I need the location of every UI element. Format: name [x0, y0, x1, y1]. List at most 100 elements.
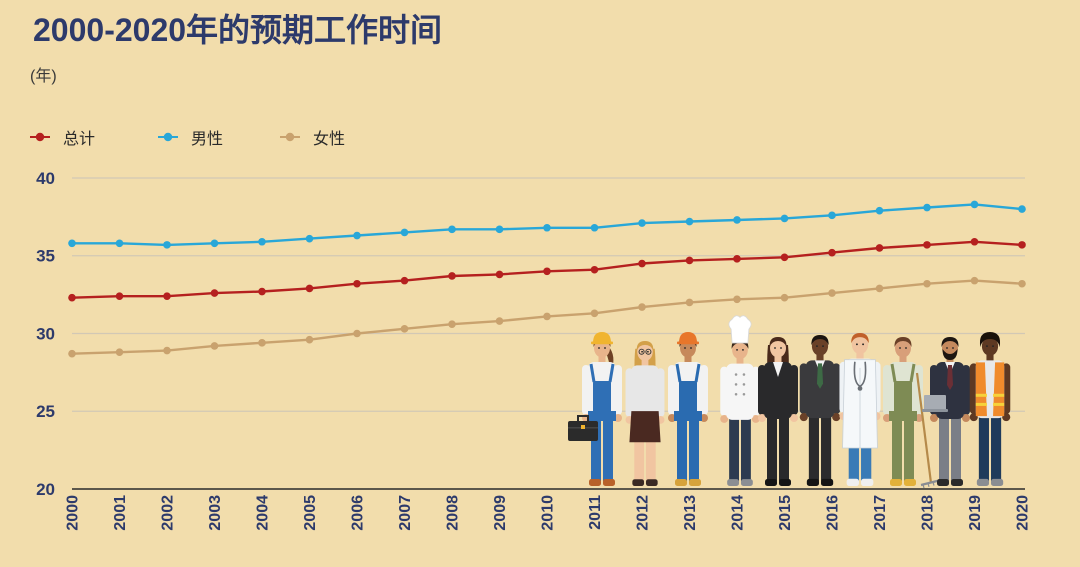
toolbox-icon [568, 415, 598, 441]
worker-figure-businessman [799, 335, 841, 486]
data-point-male [210, 239, 219, 248]
data-point-male [68, 239, 76, 248]
data-point-female [543, 312, 551, 321]
hard-hat-icon [593, 332, 611, 343]
data-point-female [780, 293, 789, 302]
x-tick-label: 2000 [65, 495, 82, 531]
data-point-total [210, 289, 219, 297]
legend-item-total: 总计 [29, 126, 95, 148]
chart-title: 2000-2020年的预期工作时间 [33, 12, 443, 48]
data-point-total [353, 279, 361, 288]
data-point-total [543, 267, 551, 276]
data-point-female [638, 303, 646, 311]
laptop-icon [922, 395, 948, 412]
y-tick-label: 25 [36, 402, 55, 421]
x-tick-label: 2002 [160, 495, 177, 531]
x-tick-label: 2001 [112, 495, 129, 531]
chef-hat-icon [728, 315, 752, 344]
data-point-male [780, 214, 789, 223]
data-point-female [210, 342, 219, 350]
data-point-total [448, 272, 456, 280]
legend-item-female: 女性 [279, 126, 345, 148]
x-tick-label: 2015 [777, 495, 794, 531]
data-point-female [590, 309, 599, 318]
x-tick-label: 2006 [350, 495, 367, 531]
data-point-female [163, 346, 171, 355]
data-point-total [115, 292, 124, 300]
data-point-female [875, 284, 884, 293]
x-tick-label: 2005 [302, 495, 319, 531]
data-point-total [1018, 241, 1026, 249]
data-point-male [258, 237, 266, 246]
data-point-male [1018, 205, 1026, 213]
data-point-male [923, 203, 931, 212]
data-point-total [685, 256, 694, 265]
data-point-total [923, 241, 931, 249]
data-point-female [258, 339, 266, 347]
y-tick-label: 35 [36, 247, 55, 266]
data-point-total [68, 293, 76, 302]
worker-figure-businesswoman [758, 337, 798, 486]
worker-figure-safety-vest-worker [969, 331, 1011, 486]
data-point-total [495, 270, 504, 279]
x-tick-labels: 2000 2001 2002 2003 2004 2005 2006 2007 2008 2009… [65, 495, 1032, 531]
data-point-female [115, 348, 124, 356]
y-tick-label: 40 [36, 169, 55, 188]
series-male [68, 200, 1026, 249]
data-point-male [448, 225, 456, 234]
data-point-male [305, 234, 314, 243]
y-tick-labels: 20 25 30 35 40 [36, 169, 55, 499]
glasses-icon [638, 348, 645, 355]
x-tick-label: 2012 [635, 495, 652, 531]
legend-marker-female [280, 132, 300, 142]
worker-figure-chef [720, 315, 760, 487]
data-point-male [970, 200, 979, 209]
data-point-male [353, 231, 361, 240]
data-point-total [638, 259, 646, 268]
data-point-male [400, 228, 409, 237]
x-tick-label: 2016 [825, 495, 842, 531]
worker-figure-factory-worker [668, 332, 708, 486]
data-point-male [163, 241, 171, 249]
data-point-female [448, 320, 456, 328]
data-point-total [258, 287, 266, 296]
data-point-female [495, 317, 504, 325]
data-point-total [875, 244, 884, 252]
data-point-total [590, 265, 599, 274]
necktie-icon [816, 363, 824, 389]
series-total [68, 237, 1026, 302]
data-point-female [68, 349, 76, 358]
legend-label-female: 女性 [313, 131, 346, 148]
data-point-male [115, 239, 124, 248]
data-point-female [923, 279, 931, 288]
data-point-male [828, 211, 836, 220]
data-point-male [733, 216, 741, 224]
x-tick-label: 2014 [730, 495, 747, 531]
data-point-male [590, 223, 599, 232]
data-point-total [780, 253, 789, 262]
legend-label-male: 男性 [191, 131, 224, 148]
hard-hat-icon [679, 332, 697, 343]
data-point-female [685, 298, 694, 307]
data-point-female [305, 335, 314, 344]
data-point-female [353, 329, 361, 338]
x-tick-label: 2013 [682, 495, 699, 531]
data-point-total [305, 284, 314, 293]
data-point-female [828, 289, 836, 297]
x-tick-label: 2009 [492, 495, 509, 531]
worker-figure-doctor [839, 333, 881, 486]
data-point-female [970, 276, 979, 285]
series-female [68, 276, 1026, 358]
workers-illustration [568, 315, 1011, 489]
data-point-total [163, 292, 171, 300]
legend-label-total: 总计 [63, 131, 96, 148]
data-point-male [875, 206, 884, 215]
x-tick-label: 2019 [967, 495, 984, 531]
x-tick-label: 2003 [207, 495, 224, 531]
legend-item-male: 男性 [157, 126, 223, 148]
worker-figure-office-worker [922, 337, 970, 486]
y-tick-label: 30 [36, 324, 55, 343]
data-point-male [543, 223, 551, 232]
